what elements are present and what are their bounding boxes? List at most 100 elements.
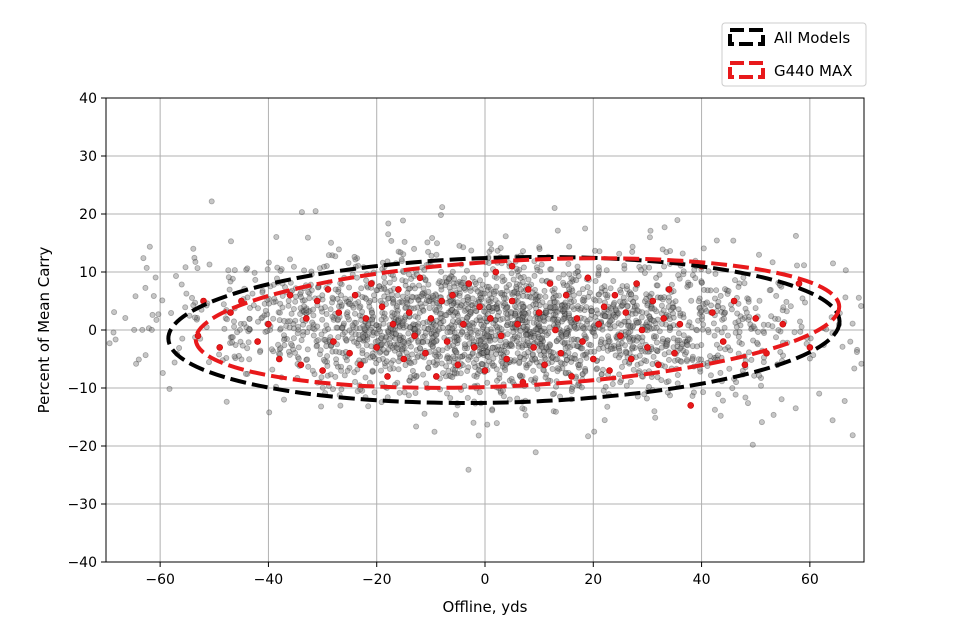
all-models-point xyxy=(439,347,446,354)
all-models-point xyxy=(439,324,446,331)
all-models-point xyxy=(132,293,139,300)
all-models-point xyxy=(331,314,338,321)
all-models-point xyxy=(376,356,383,363)
all-models-point xyxy=(617,379,624,386)
all-models-point xyxy=(619,302,626,309)
all-models-point xyxy=(579,371,586,378)
all-models-point xyxy=(619,302,626,309)
all-models-point xyxy=(486,334,493,341)
all-models-point xyxy=(488,246,495,253)
all-models-point xyxy=(112,336,119,343)
all-models-point xyxy=(288,310,295,317)
all-models-point xyxy=(614,311,621,318)
all-models-point xyxy=(627,338,634,345)
all-models-point xyxy=(277,267,284,274)
all-models-point xyxy=(580,325,587,332)
all-models-point xyxy=(685,335,692,342)
all-models-point xyxy=(346,364,353,371)
all-models-point xyxy=(377,335,384,342)
all-models-point xyxy=(358,285,365,292)
all-models-point xyxy=(520,304,527,311)
all-models-point xyxy=(278,266,285,273)
all-models-point xyxy=(607,318,614,325)
all-models-point xyxy=(270,315,277,322)
all-models-point xyxy=(494,247,501,254)
all-models-point xyxy=(500,302,507,309)
all-models-point xyxy=(646,313,653,320)
all-models-point xyxy=(452,411,459,418)
all-models-point xyxy=(339,324,346,331)
g440-point xyxy=(454,361,462,369)
all-models-point xyxy=(369,310,376,317)
all-models-point xyxy=(520,292,527,299)
all-models-point xyxy=(698,307,705,314)
g440-point xyxy=(384,373,391,380)
all-models-point xyxy=(566,280,573,287)
all-models-point xyxy=(650,317,657,324)
all-models-point xyxy=(464,296,471,303)
all-models-point xyxy=(400,324,407,331)
all-models-point xyxy=(398,258,405,265)
all-models-point xyxy=(172,272,179,279)
all-models-point xyxy=(292,317,299,324)
all-models-point xyxy=(683,338,690,345)
all-models-point xyxy=(661,263,668,270)
all-models-point xyxy=(528,281,535,288)
all-models-point xyxy=(464,314,471,321)
all-models-point xyxy=(361,294,368,301)
all-models-point xyxy=(653,274,660,281)
all-models-point xyxy=(605,336,612,343)
all-models-point xyxy=(727,347,734,354)
all-models-point xyxy=(390,296,397,303)
all-models-point xyxy=(684,336,691,343)
all-models-point xyxy=(306,324,313,331)
all-models-point xyxy=(335,303,342,310)
g440-point xyxy=(422,349,429,357)
all-models-point xyxy=(245,328,252,335)
all-models-point xyxy=(722,346,729,353)
all-models-point xyxy=(842,294,849,301)
all-models-point xyxy=(435,280,442,287)
all-models-point xyxy=(630,298,637,305)
g440-point xyxy=(730,297,738,305)
all-models-point xyxy=(133,360,140,367)
all-models-point xyxy=(627,328,634,335)
all-models-point xyxy=(658,377,665,384)
all-models-point xyxy=(612,305,619,312)
all-models-point xyxy=(458,302,465,309)
all-models-point xyxy=(244,294,251,301)
all-models-point xyxy=(576,290,583,297)
all-models-point xyxy=(343,311,350,318)
all-models-point xyxy=(658,344,665,351)
all-models-point xyxy=(599,312,606,319)
g440-point xyxy=(492,268,500,276)
all-models-point xyxy=(456,304,463,311)
all-models-point xyxy=(549,391,556,398)
all-models-point xyxy=(487,337,494,344)
all-models-point xyxy=(584,318,591,325)
all-models-point xyxy=(399,299,406,306)
all-models-point xyxy=(481,331,488,338)
all-models-point xyxy=(475,352,482,359)
all-models-point xyxy=(408,336,415,343)
all-models-point xyxy=(443,279,450,286)
all-models-point xyxy=(797,318,804,325)
g440-point xyxy=(286,291,294,299)
all-models-point xyxy=(437,211,444,218)
all-models-point xyxy=(509,324,516,331)
all-models-point xyxy=(656,271,663,278)
all-models-point xyxy=(702,300,709,307)
all-models-point xyxy=(553,318,560,325)
g440-point xyxy=(595,320,603,328)
all-models-point xyxy=(481,315,488,322)
all-models-point xyxy=(419,290,426,297)
all-models-point xyxy=(610,277,617,284)
all-models-point xyxy=(386,279,393,286)
all-models-point xyxy=(451,323,458,330)
all-models-point xyxy=(637,343,644,350)
all-models-point xyxy=(484,349,491,356)
all-models-point xyxy=(573,325,580,332)
all-models-point xyxy=(605,333,612,340)
all-models-point xyxy=(593,366,600,373)
all-models-point xyxy=(367,297,374,304)
